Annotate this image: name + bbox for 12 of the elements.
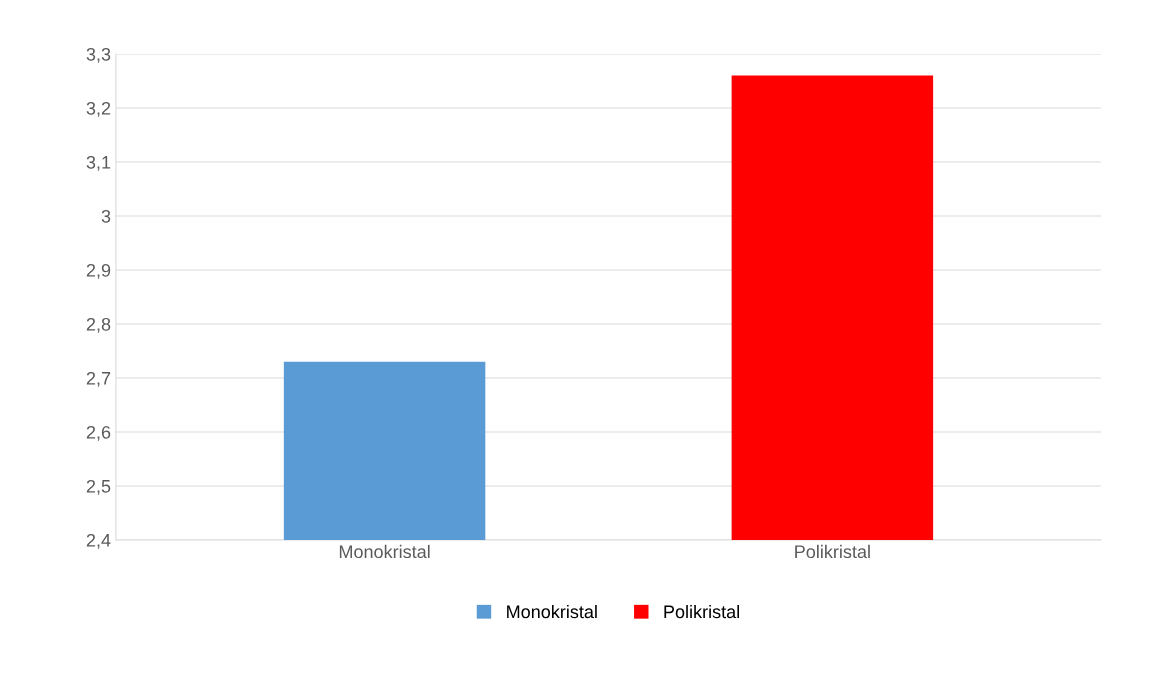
y-tick-label: 3,2 [86,101,111,117]
y-tick-label: 3 [101,209,111,223]
y-tick-label: 3,3 [86,47,111,63]
y-tick-label: 2,9 [86,263,111,279]
y-tick-label: 2,5 [86,479,111,495]
y-tick-label: 2,6 [86,425,111,441]
y-tick-label: 2,7 [86,371,111,387]
y-tick-label: 2,4 [86,533,111,549]
y-tick-label: 2,8 [86,317,111,333]
y-tick-label: 3,1 [86,155,111,171]
legend-label: Monokristal [507,604,597,619]
legend-label: Polikristal [664,604,739,619]
